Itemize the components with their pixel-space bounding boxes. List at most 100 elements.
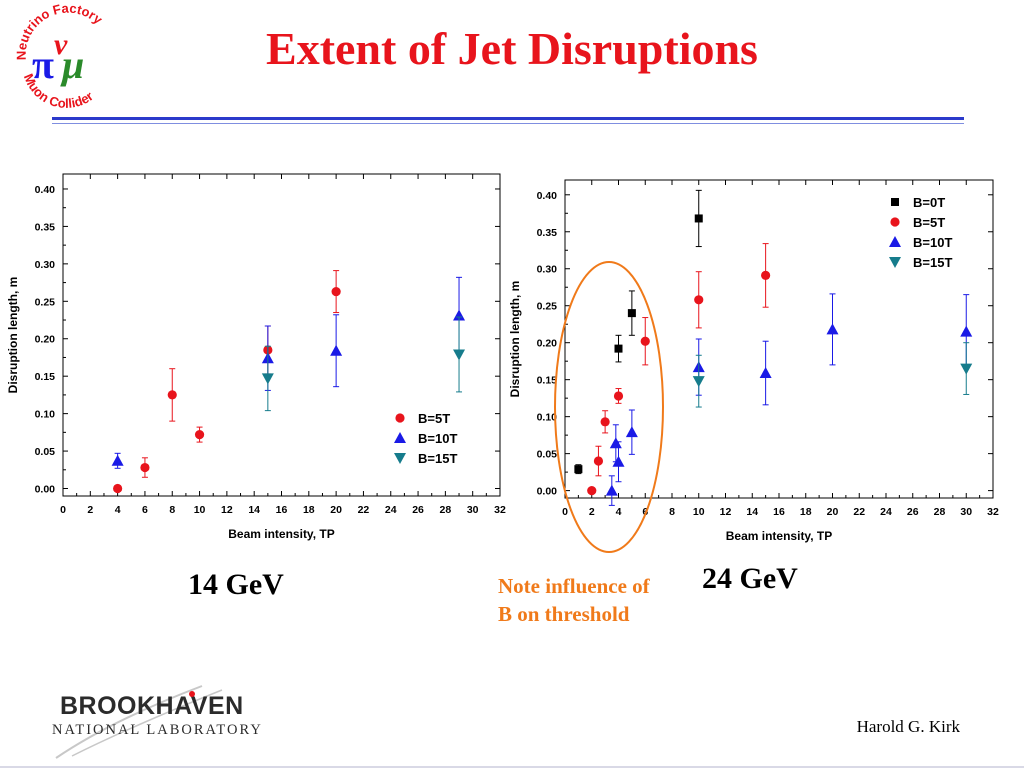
x-tick-label: 12 [221, 504, 233, 516]
x-tick-label: 4 [115, 504, 121, 516]
x-tick-label: 2 [87, 504, 93, 516]
pi-symbol: π [32, 42, 54, 87]
legend-label: B=5T [913, 215, 945, 230]
data-point [330, 344, 343, 356]
x-tick-label: 2 [589, 506, 595, 518]
data-point [194, 429, 205, 440]
x-tick-label: 32 [494, 504, 506, 516]
legend-marker [395, 413, 405, 423]
x-tick-label: 16 [773, 506, 785, 518]
data-point [605, 484, 618, 496]
x-tick-label: 16 [276, 504, 288, 516]
bnl-subtitle: NATIONAL LABORATORY [52, 722, 263, 738]
x-tick-label: 14 [746, 506, 758, 518]
y-tick-label: 0.15 [35, 371, 56, 383]
data-point [761, 270, 771, 280]
y-tick-label: 0.30 [35, 259, 56, 271]
slide-title: Extent of Jet Disruptions [266, 23, 758, 74]
y-tick-label: 0.00 [537, 486, 558, 498]
x-tick-label: 8 [669, 506, 675, 518]
x-tick-label: 28 [934, 506, 946, 518]
x-tick-label: 22 [853, 506, 865, 518]
x-tick-label: 28 [440, 504, 452, 516]
x-tick-label: 26 [907, 506, 919, 518]
legend-label: B=0T [913, 195, 945, 210]
data-point [453, 309, 466, 321]
data-point [694, 214, 703, 223]
legend-label: B=15T [418, 451, 457, 466]
data-point [574, 465, 583, 474]
x-tick-label: 4 [616, 506, 622, 518]
mu-symbol: μ [60, 42, 84, 87]
x-tick-label: 10 [693, 506, 705, 518]
x-tick-label: 30 [960, 506, 972, 518]
y-tick-label: 0.30 [537, 264, 558, 276]
y-tick-label: 0.05 [537, 449, 558, 461]
legend-label: B=10T [913, 235, 952, 250]
bnl-name: BROOKHAVEN [60, 692, 244, 720]
data-point [614, 344, 623, 353]
data-point [140, 462, 150, 473]
legend-marker [891, 198, 899, 206]
y-tick-label: 0.00 [35, 484, 56, 496]
data-point [167, 390, 177, 400]
x-tick-label: 18 [303, 504, 315, 516]
x-tick-label: 12 [720, 506, 732, 518]
legend-marker [889, 257, 901, 268]
x-tick-label: 10 [194, 504, 206, 516]
x-axis-label: Beam intensity, TP [228, 527, 334, 541]
y-axis-label: Disruption length, m [6, 277, 20, 394]
x-tick-label: 0 [60, 504, 66, 516]
x-tick-label: 6 [142, 504, 148, 516]
legend-label: B=5T [418, 411, 450, 426]
y-tick-label: 0.15 [537, 375, 558, 387]
x-tick-label: 24 [385, 504, 397, 516]
caption-24gev: 24 GeV [702, 562, 798, 595]
x-tick-label: 20 [330, 504, 342, 516]
y-tick-label: 0.35 [35, 221, 56, 233]
note-line-2: B on threshold [498, 602, 630, 626]
threshold-note: Note influence of B on threshold [498, 572, 698, 628]
author-name: Harold G. Kirk [856, 717, 960, 736]
y-tick-label: 0.25 [537, 301, 558, 313]
y-tick-label: 0.25 [35, 296, 56, 308]
data-point [692, 376, 705, 388]
data-point [625, 426, 638, 438]
legend-marker [394, 453, 406, 464]
data-point [627, 309, 636, 318]
x-tick-label: 26 [412, 504, 424, 516]
x-axis-label: Beam intensity, TP [726, 529, 832, 543]
y-tick-label: 0.10 [537, 412, 558, 424]
legend-label: B=15T [913, 255, 952, 270]
footer-line [0, 766, 1024, 768]
header-rule [52, 117, 964, 120]
y-tick-label: 0.40 [537, 190, 558, 202]
data-point [113, 483, 123, 494]
y-tick-label: 0.40 [35, 184, 56, 196]
nf-mc-logo: Neutrino Factory Muon Collider π ν μ [14, 1, 106, 112]
x-tick-label: 32 [987, 506, 999, 518]
y-tick-label: 0.05 [35, 446, 56, 458]
data-point [826, 323, 839, 335]
y-tick-label: 0.20 [35, 334, 56, 346]
x-tick-label: 22 [358, 504, 370, 516]
caption-14gev: 14 GeV [188, 568, 284, 601]
data-point [111, 454, 124, 466]
chart-24gev: 0 2 4 6 8 10 12 14 16 18 20 22 24 26 28 30 32 0.00 0.05 0.1… [505, 168, 1024, 558]
data-point [331, 286, 341, 297]
data-point [694, 295, 704, 305]
data-point [593, 456, 604, 466]
chart-14gev: 0 2 4 6 8 10 12 14 16 18 20 22 24 26 28 30 32 0.00 0.05 0.1… [0, 160, 515, 555]
data-point [587, 486, 597, 496]
data-point [640, 336, 650, 346]
data-point [613, 391, 624, 401]
x-tick-label: 30 [467, 504, 479, 516]
data-point [759, 367, 772, 379]
data-point [600, 417, 610, 427]
data-point [261, 373, 274, 385]
x-tick-label: 20 [827, 506, 839, 518]
legend-marker [394, 432, 406, 443]
x-tick-label: 0 [562, 506, 568, 518]
legend-marker [890, 217, 900, 227]
chart-14gev-svg: 0 2 4 6 8 10 12 14 16 18 20 22 24 26 28 30 320.000.050.1… [6, 173, 506, 541]
